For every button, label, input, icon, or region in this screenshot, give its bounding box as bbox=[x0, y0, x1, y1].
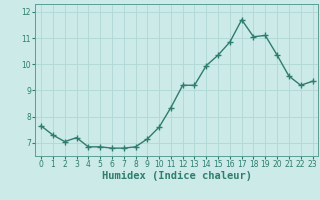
X-axis label: Humidex (Indice chaleur): Humidex (Indice chaleur) bbox=[102, 171, 252, 181]
